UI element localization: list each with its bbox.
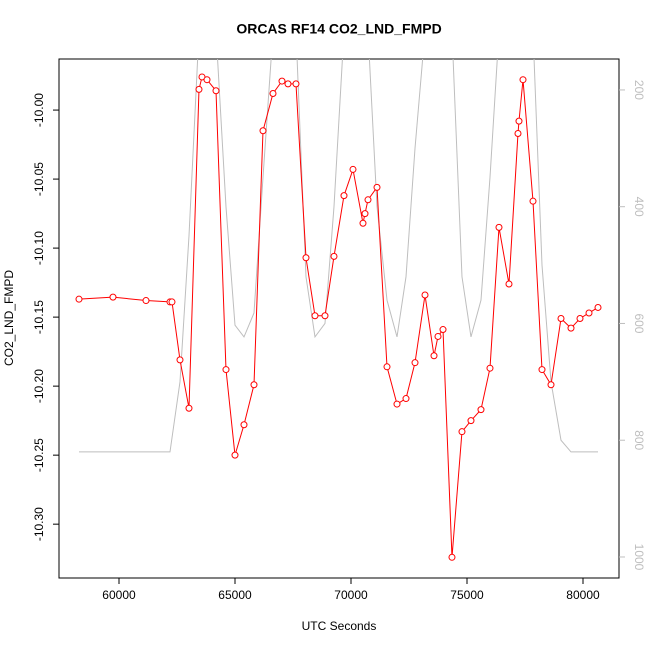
y-tick-label: -10.20: [32, 369, 46, 403]
data-point: [505, 280, 513, 288]
plot-frame: [58, 58, 620, 579]
data-point: [402, 395, 410, 403]
data-point: [434, 332, 442, 340]
data-point: [142, 297, 150, 305]
x-tick-label: 75000: [450, 588, 484, 602]
plot-area: [75, 59, 602, 561]
data-point: [222, 366, 230, 374]
y2-tick-label: 200: [632, 80, 646, 100]
x-axis-label: UTC Seconds: [302, 619, 377, 633]
series-line: [78, 59, 599, 453]
y2-tick-label: 800: [632, 430, 646, 450]
data-point: [448, 553, 456, 561]
data-point: [538, 366, 546, 374]
data-point: [250, 381, 258, 389]
data-point: [349, 165, 357, 173]
data-point: [203, 76, 211, 84]
data-point: [486, 364, 494, 372]
data-point: [519, 76, 527, 84]
y-axis-label: CO2_LND_FMPD: [2, 270, 16, 366]
data-point: [585, 309, 593, 317]
data-point: [75, 295, 83, 303]
data-point: [231, 451, 239, 459]
data-point: [176, 356, 184, 364]
data-point: [195, 85, 203, 93]
data-point: [340, 192, 348, 200]
data-point: [439, 326, 447, 334]
x-tick-label: 80000: [566, 588, 600, 602]
data-point: [292, 80, 300, 88]
data-point: [359, 219, 367, 227]
y-tick-label: -10.30: [32, 507, 46, 541]
data-point: [311, 312, 319, 320]
data-point: [515, 117, 523, 125]
data-point: [495, 223, 503, 231]
y2-tick-label: 600: [632, 313, 646, 333]
data-point: [529, 197, 537, 205]
data-point: [594, 303, 602, 311]
data-point: [411, 359, 419, 367]
data-point: [430, 352, 438, 360]
data-point: [284, 80, 292, 88]
data-point: [421, 291, 429, 299]
data-point: [330, 252, 338, 260]
y-tick-label: -10.10: [32, 231, 46, 265]
data-point: [373, 183, 381, 191]
data-point: [467, 417, 475, 425]
data-point: [212, 87, 220, 95]
data-point: [259, 127, 267, 135]
y-tick-label: -10.05: [32, 162, 46, 196]
data-point: [168, 298, 176, 306]
x-tick-label: 70000: [334, 588, 368, 602]
data-point: [477, 406, 485, 414]
data-point: [576, 315, 584, 322]
data-point: [458, 428, 466, 436]
data-point: [302, 254, 310, 262]
x-tick-label: 60000: [102, 588, 136, 602]
y-tick-label: -10.15: [32, 300, 46, 334]
data-point: [361, 210, 369, 218]
y-tick-label: -10.00: [32, 93, 46, 127]
data-point: [278, 77, 286, 85]
data-point: [514, 130, 522, 138]
data-point: [364, 196, 372, 204]
data-point: [383, 363, 391, 371]
data-point: [269, 90, 277, 98]
data-point: [185, 404, 193, 412]
data-point: [567, 324, 575, 332]
y2-tick-label: 400: [632, 197, 646, 217]
y-tick-label: -10.25: [32, 438, 46, 472]
data-point: [557, 315, 565, 322]
x-tick-label: 65000: [218, 588, 252, 602]
data-point: [240, 421, 248, 429]
data-point: [547, 381, 555, 389]
data-point: [109, 293, 117, 301]
data-point: [393, 400, 401, 408]
y2-tick-label: 1000: [632, 544, 646, 571]
data-point: [321, 312, 329, 320]
chart-title: ORCAS RF14 CO2_LND_FMPD: [236, 21, 441, 37]
